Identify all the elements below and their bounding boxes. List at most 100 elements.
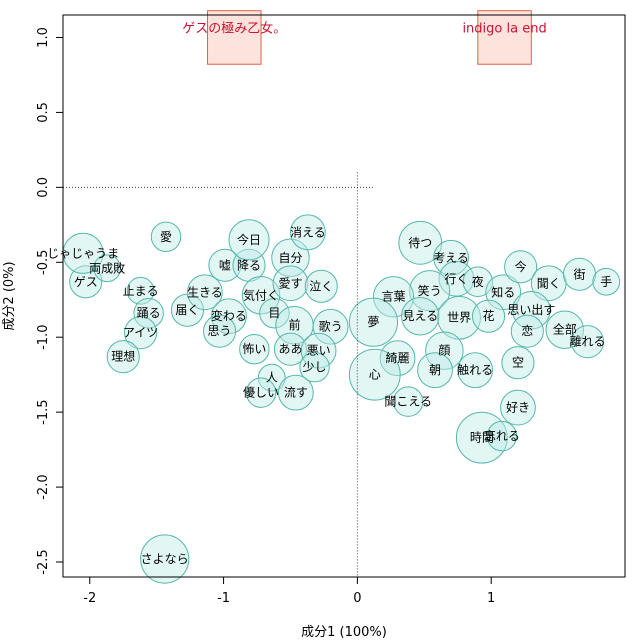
word-bubble [348, 348, 401, 401]
word-bubble [512, 291, 551, 330]
word-label: 悪い [307, 344, 331, 358]
word-bubble [510, 314, 544, 348]
word-label: 目 [268, 306, 280, 320]
word-label: 愛す [278, 276, 302, 290]
word-bubble [500, 389, 536, 426]
word-bubble [208, 248, 242, 282]
word-bubble [425, 331, 464, 370]
word-bubble [140, 534, 190, 584]
artist-marker [477, 10, 532, 65]
word-label: 行く [444, 272, 468, 286]
word-label: 思い出す [507, 303, 555, 317]
word-bubble [186, 274, 223, 311]
word-label: 自分 [278, 251, 302, 265]
artist-label: ゲスの極み乙女。 [182, 20, 286, 36]
word-label: 好き [506, 401, 530, 415]
word-label: 降る [237, 258, 261, 272]
word-bubble [289, 214, 326, 251]
word-label: 夢 [367, 315, 379, 329]
word-label: 愛 [160, 230, 172, 244]
y-tick-label: -0.5 [36, 250, 51, 275]
word-label: 止まる [123, 284, 159, 298]
word-bubble [545, 310, 585, 349]
word-label: 生きる [187, 285, 223, 299]
word-label: 朝 [429, 363, 441, 377]
word-label: さよなら [141, 552, 189, 566]
word-bubble [462, 266, 494, 297]
artist-markers: ゲスの極み乙女。 indigo la end [182, 10, 547, 65]
word-bubbles [62, 214, 621, 584]
word-label: 流す [284, 386, 308, 400]
word-label: 夜 [472, 274, 484, 289]
word-bubble [504, 250, 538, 284]
word-bubble [299, 351, 330, 383]
word-bubble [592, 267, 621, 296]
word-bubble [124, 316, 158, 350]
word-label: 嘘 [219, 258, 231, 272]
word-label: 気付く [243, 287, 279, 302]
word-bubble [433, 239, 469, 276]
word-bubble [228, 219, 270, 261]
word-label: 笑う [418, 283, 442, 298]
word-label: 少し [303, 360, 327, 374]
word-label: 変わる [211, 308, 247, 323]
y-tick-label: 0.5 [36, 102, 51, 123]
word-label: 聞く [537, 276, 561, 290]
word-label: 聞こえる [384, 395, 432, 409]
word-bubble [417, 352, 453, 389]
word-label: 全部 [553, 322, 577, 337]
word-label: 知る [491, 285, 515, 299]
y-tick-label: -2.0 [36, 474, 51, 499]
word-label: 理想 [111, 349, 135, 364]
y-axis-title: 成分2 (0%) [2, 261, 17, 330]
axes: -2 -1 0 1 1.0 0.5 0.0 -0.5 -1.0 -1.5 -2.0 -2.5 [36, 27, 495, 606]
word-bubble [241, 276, 281, 315]
word-bubble [304, 269, 338, 303]
artist-label: indigo la end [462, 21, 546, 36]
artist-marker [207, 10, 262, 65]
word-bubble [379, 340, 416, 377]
word-label: 考える [433, 251, 469, 265]
word-bubble [455, 411, 508, 464]
word-bubble [457, 352, 494, 389]
word-label: じゃじゃうま [47, 246, 119, 260]
x-tick-label: -2 [83, 591, 96, 606]
word-bubble [257, 363, 286, 392]
word-label: 怖い [242, 341, 266, 356]
word-bubble [409, 270, 451, 312]
y-tick-label: -1.0 [36, 325, 51, 350]
y-tick-label: 1.0 [36, 27, 51, 48]
word-bubble [245, 377, 277, 408]
word-label: 今 [515, 259, 527, 274]
x-axis-title: 成分1 (100%) [301, 625, 387, 640]
x-tick-label: -1 [217, 591, 230, 606]
word-bubble [570, 325, 605, 359]
x-tick-label: 0 [353, 591, 361, 606]
word-bubble [203, 314, 237, 348]
word-label: 泣く [309, 278, 333, 293]
word-label: 恋 [521, 323, 533, 338]
word-label: 待つ [408, 236, 432, 250]
word-label: 忘れる [484, 428, 520, 443]
word-label: 花 [483, 308, 495, 323]
word-bubble [93, 254, 122, 283]
word-bubble [69, 265, 103, 299]
word-label: 顔 [438, 343, 450, 358]
word-bubble [133, 298, 164, 329]
word-bubble [501, 346, 535, 380]
word-label: ああ [278, 342, 302, 356]
word-label: ゲス [74, 275, 98, 289]
word-bubble [239, 333, 270, 365]
word-label: 今日 [237, 232, 261, 247]
word-label: 届く [175, 303, 199, 317]
word-label: 前 [288, 317, 300, 332]
word-bubble [106, 340, 140, 374]
word-label: 両成敗 [89, 260, 125, 275]
word-bubble [272, 265, 309, 302]
y-tick-label: 0.0 [36, 177, 51, 198]
word-label: 離れる [570, 335, 606, 349]
word-label: 言葉 [382, 290, 406, 304]
word-label: 綺麗 [386, 350, 410, 365]
